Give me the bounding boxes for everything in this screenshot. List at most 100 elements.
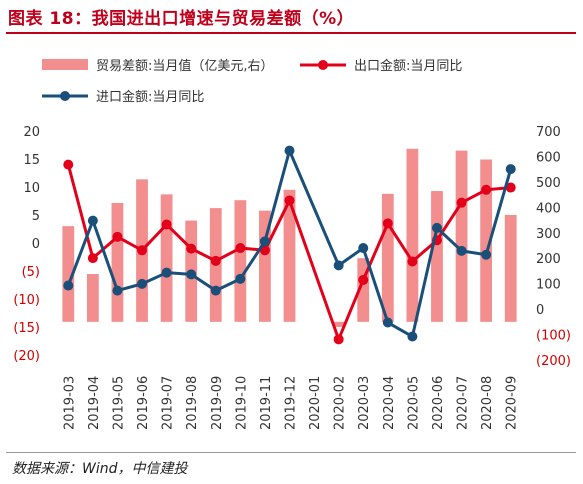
import-point	[87, 215, 98, 226]
trade-balance-bar	[259, 210, 271, 322]
x-tick-label: 2020-02	[333, 376, 348, 430]
export-point	[407, 256, 418, 267]
export-point	[87, 253, 98, 264]
left-tick-label: 20	[23, 125, 40, 140]
import-point	[382, 317, 393, 328]
source-rule	[6, 452, 576, 453]
legend-label-trade-balance: 贸易差额:当月值（亿美元,右）	[96, 58, 274, 74]
export-point	[235, 243, 246, 254]
right-tick-label: 500	[536, 176, 561, 191]
source-note: 数据来源：Wind，中信建投	[12, 461, 188, 477]
x-tick-label: 2019-11	[259, 376, 274, 430]
x-tick-label: 2020-09	[505, 376, 520, 430]
title-rule	[6, 32, 576, 34]
trade-balance-bar	[234, 200, 247, 322]
export-point	[382, 218, 393, 229]
right-tick-label: 400	[536, 201, 561, 216]
trade-balance-bar	[406, 148, 419, 322]
left-tick-label: (10)	[13, 293, 40, 308]
import-point	[456, 245, 467, 256]
export-point	[481, 184, 492, 195]
right-tick-label: 700	[536, 125, 561, 140]
left-tick-label: (15)	[13, 321, 40, 336]
trade-balance-bar	[283, 189, 296, 322]
trade-balance-bar	[160, 194, 173, 322]
export-point	[284, 195, 295, 206]
trade-balance-bar	[86, 273, 99, 322]
trade-balance-bar	[111, 203, 124, 322]
x-tick-label: 2019-07	[161, 376, 176, 430]
x-tick-label: 2019-12	[284, 376, 299, 430]
right-tick-label: (200)	[536, 354, 571, 369]
trade-balance-bar	[357, 258, 370, 322]
import-point	[112, 285, 123, 296]
x-tick-label: 2019-05	[111, 376, 126, 430]
import-point	[210, 285, 221, 296]
import-point	[481, 249, 492, 260]
trade-balance-bar	[504, 214, 517, 322]
figure-title: 图表 18：我国进出口增速与贸易差额（%）	[8, 9, 355, 29]
x-tick-label: 2020-05	[406, 376, 421, 430]
left-tick-label: 10	[23, 181, 40, 196]
legend-swatch-trade-balance	[42, 59, 88, 70]
export-point	[112, 231, 123, 242]
right-tick-label: 100	[536, 278, 561, 293]
import-point	[333, 260, 344, 271]
right-tick-label: 200	[536, 252, 561, 267]
right-axis: 700 600 500 400 300 200 100 0 (100) (200)	[536, 125, 571, 369]
left-tick-label: (5)	[22, 265, 40, 280]
legend-label-export: 出口金额:当月同比	[354, 58, 462, 74]
trade-balance-bar	[62, 226, 75, 322]
x-tick-label: 2019-08	[185, 376, 200, 430]
x-tick-label: 2019-09	[210, 376, 225, 430]
export-point	[456, 197, 467, 208]
export-point	[137, 245, 148, 256]
legend-marker-export	[318, 60, 328, 70]
trade-balance-bar	[480, 159, 493, 322]
left-axis: 20 15 10 5 0 (5) (10) (15) (20)	[13, 125, 40, 364]
export-point	[333, 334, 344, 345]
legend-label-import: 进口金额:当月同比	[96, 89, 204, 105]
import-point	[186, 269, 197, 280]
x-tick-label: 2020-06	[431, 376, 446, 430]
right-tick-label: 0	[536, 303, 544, 318]
x-tick-label: 2019-06	[136, 376, 151, 430]
export-point	[358, 274, 369, 285]
import-point	[63, 280, 74, 291]
import-point	[235, 273, 246, 284]
x-tick-label: 2019-10	[234, 376, 249, 430]
right-tick-label: 300	[536, 227, 561, 242]
right-tick-label: (100)	[536, 329, 571, 344]
x-tick-label: 2019-04	[87, 376, 102, 430]
export-point	[63, 159, 74, 170]
import-point	[284, 145, 295, 156]
x-tick-label: 2020-04	[382, 376, 397, 430]
import-point	[137, 278, 148, 289]
export-point	[210, 255, 221, 266]
export-point	[186, 243, 197, 254]
left-tick-label: (20)	[13, 349, 40, 364]
x-tick-label: 2020-07	[456, 376, 471, 430]
trade-balance-bar	[381, 193, 394, 322]
import-point	[431, 222, 442, 233]
import-point	[358, 243, 369, 254]
import-point	[505, 164, 516, 175]
x-tick-label: 2020-08	[480, 376, 495, 430]
x-tick-label: 2019-03	[62, 376, 77, 430]
legend: 贸易差额:当月值（亿美元,右） 出口金额:当月同比 进口金额:当月同比	[42, 58, 462, 105]
legend-marker-import	[60, 91, 70, 101]
export-point	[161, 219, 172, 230]
x-tick-label: 2020-01	[308, 376, 323, 430]
left-tick-label: 5	[32, 209, 40, 224]
trade-balance-bar	[431, 191, 443, 322]
import-point	[161, 267, 172, 278]
trade-chart: 贸易差额:当月值（亿美元,右） 出口金额:当月同比 进口金额:当月同比 20 15…	[13, 58, 571, 430]
trade-balance-bar	[455, 150, 468, 322]
left-tick-label: 0	[32, 237, 40, 252]
x-tick-label: 2020-03	[357, 376, 372, 430]
import-point	[407, 331, 418, 342]
export-point	[505, 182, 516, 193]
series-lines	[63, 145, 516, 345]
trade-balance-bar	[332, 321, 345, 327]
x-axis: 2019-03 2019-04 2019-05 2019-06 2019-07 2019-…	[62, 376, 519, 430]
